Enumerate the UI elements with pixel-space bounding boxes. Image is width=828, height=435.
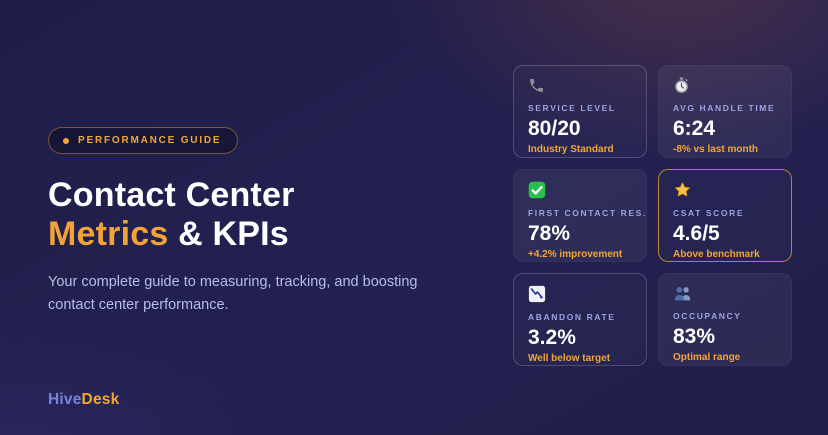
star-icon (673, 181, 777, 199)
metric-value: 78% (528, 222, 571, 245)
metric-note: Well below target (528, 353, 611, 364)
phone-icon (528, 77, 632, 94)
performance-guide-badge: PERFORMANCE GUIDE (48, 127, 239, 154)
metric-note: Above benchmark (673, 249, 760, 260)
dot-icon (63, 137, 69, 144)
metric-card-avg-handle-time: AVG HANDLE TIME 6:24 -8% vs last month (658, 65, 792, 158)
metric-label: OCCUPANCY (673, 311, 742, 321)
metric-value: 6:24 (673, 117, 716, 140)
metric-label: CSAT SCORE (673, 208, 745, 218)
metric-card-first-contact-res: FIRST CONTACT RES. 78% +4.2% improvement (513, 169, 647, 262)
metric-card-occupancy: OCCUPANCY 83% Optimal range (658, 273, 792, 366)
metric-label: SERVICE LEVEL (528, 103, 616, 113)
chart-down-icon (528, 285, 632, 303)
metric-label: ABANDON RATE (528, 312, 616, 322)
hivedesk-logo: HiveDesk (48, 391, 119, 409)
metric-card-abandon-rate: ABANDON RATE 3.2% Well below target (513, 273, 647, 366)
logo-part1: Hive (48, 391, 82, 408)
page-title: Contact Center Metrics & KPIs (48, 176, 468, 254)
metric-label: AVG HANDLE TIME (673, 103, 776, 113)
metric-note: Optimal range (673, 352, 741, 363)
metric-label: FIRST CONTACT RES. (528, 208, 647, 218)
metric-value: 3.2% (528, 326, 576, 349)
logo-part2: Desk (81, 391, 120, 408)
metric-note: +4.2% improvement (528, 249, 623, 260)
metric-note: -8% vs last month (673, 144, 759, 155)
title-highlight: Metrics (48, 215, 169, 253)
check-icon (528, 181, 632, 199)
title-rest: & KPIs (168, 215, 289, 253)
metric-value: 4.6/5 (673, 222, 720, 245)
metric-card-service-level: SERVICE LEVEL 80/20 Industry Standard (513, 65, 647, 158)
metric-card-csat-score: CSAT SCORE 4.6/5 Above benchmark (658, 169, 792, 262)
people-icon (673, 285, 777, 302)
title-line1: Contact Center (48, 176, 295, 214)
subtitle: Your complete guide to measuring, tracki… (48, 274, 418, 313)
metrics-grid: SERVICE LEVEL 80/20 Industry Standard AV… (513, 65, 792, 366)
metric-value: 83% (673, 325, 716, 348)
metric-value: 80/20 (528, 117, 581, 140)
hero-content: PERFORMANCE GUIDE Contact Center Metrics … (48, 127, 468, 316)
metric-note: Industry Standard (528, 144, 614, 155)
badge-label: PERFORMANCE GUIDE (78, 135, 222, 146)
stopwatch-icon (673, 77, 777, 94)
